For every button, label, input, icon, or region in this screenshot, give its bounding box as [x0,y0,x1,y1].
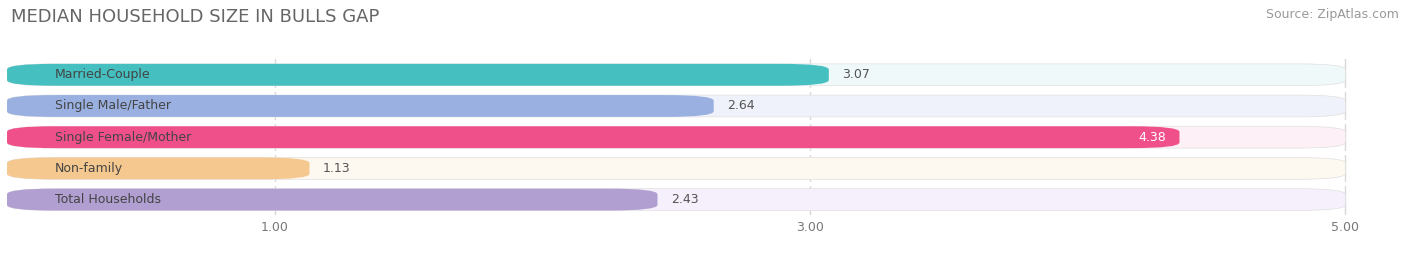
Text: 1.13: 1.13 [323,162,350,175]
FancyBboxPatch shape [7,189,658,211]
Text: Single Male/Father: Single Male/Father [55,100,172,112]
Text: Total Households: Total Households [55,193,162,206]
Text: Single Female/Mother: Single Female/Mother [55,131,191,144]
FancyBboxPatch shape [7,189,1346,211]
Text: Non-family: Non-family [55,162,124,175]
Text: 2.43: 2.43 [671,193,699,206]
FancyBboxPatch shape [7,157,1346,179]
FancyBboxPatch shape [7,126,1346,148]
Text: MEDIAN HOUSEHOLD SIZE IN BULLS GAP: MEDIAN HOUSEHOLD SIZE IN BULLS GAP [11,8,380,26]
FancyBboxPatch shape [7,126,1180,148]
Text: Source: ZipAtlas.com: Source: ZipAtlas.com [1265,8,1399,21]
FancyBboxPatch shape [7,157,309,179]
Text: 3.07: 3.07 [842,68,870,81]
Text: 2.64: 2.64 [727,100,755,112]
Text: Married-Couple: Married-Couple [55,68,150,81]
FancyBboxPatch shape [7,64,1346,86]
FancyBboxPatch shape [7,95,714,117]
Text: 4.38: 4.38 [1139,131,1166,144]
FancyBboxPatch shape [7,64,828,86]
FancyBboxPatch shape [7,95,1346,117]
